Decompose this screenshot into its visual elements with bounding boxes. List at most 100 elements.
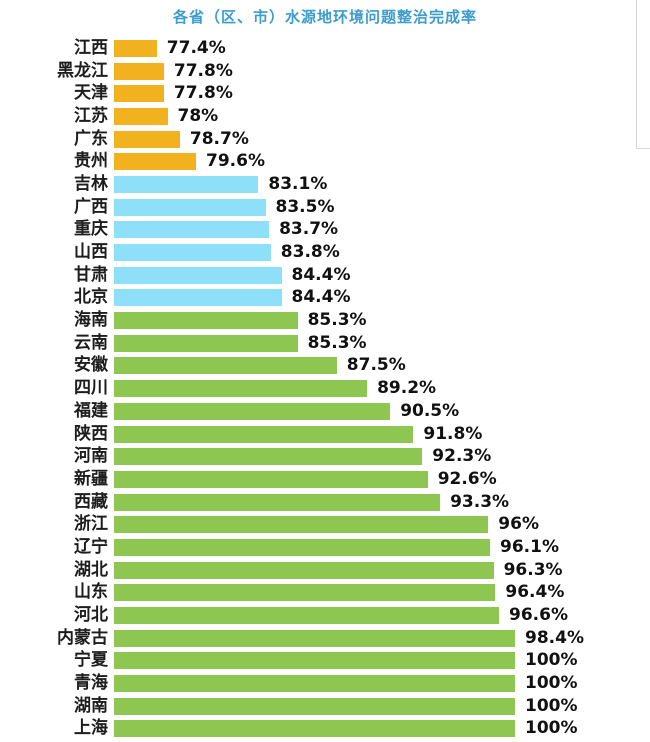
bar-track: 100% (114, 673, 650, 694)
bar-track: 79.6% (114, 151, 650, 172)
category-label: 广西 (74, 196, 108, 217)
value-label: 93.3% (450, 491, 510, 512)
bar (114, 402, 391, 420)
bar-track: 83.7% (114, 219, 650, 240)
category-label: 吉林 (74, 173, 108, 194)
chart-row: 山东 96.4% (0, 582, 650, 605)
window-border-fragment (636, 0, 650, 149)
bar (114, 175, 259, 193)
bar (114, 130, 180, 148)
chart-row: 重庆 83.7% (0, 219, 650, 242)
bar (114, 561, 494, 579)
category-label: 甘肃 (74, 264, 108, 285)
chart-row: 云南 85.3% (0, 332, 650, 355)
category-label: 山西 (74, 242, 108, 263)
category-label: 浙江 (74, 514, 108, 535)
value-label: 96.3% (503, 559, 563, 580)
value-label: 92.6% (437, 468, 497, 489)
bar (114, 334, 298, 352)
value-label: 77.8% (173, 60, 233, 81)
bar-track: 92.6% (114, 468, 650, 489)
value-label: 83.5% (275, 196, 335, 217)
bar-track: 78% (114, 105, 650, 126)
value-label: 83.8% (280, 242, 340, 263)
value-label: 96% (498, 514, 539, 535)
chart-row: 上海 100% (0, 718, 650, 741)
value-label: 77.8% (173, 83, 233, 104)
bar (114, 493, 441, 511)
category-label: 江西 (74, 37, 108, 58)
chart-row: 新疆 92.6% (0, 468, 650, 491)
chart-row: 福建 90.5% (0, 400, 650, 423)
bar (114, 221, 270, 239)
bar-track: 77.8% (114, 83, 650, 104)
value-label: 100% (525, 650, 578, 671)
category-label: 湖南 (74, 695, 108, 716)
bar-track: 90.5% (114, 402, 650, 420)
bar-track: 98.4% (114, 627, 650, 648)
bar (114, 153, 196, 171)
chart-row: 吉林 83.1% (0, 173, 650, 196)
chart-row: 山西 83.8% (0, 241, 650, 264)
bar (114, 720, 515, 738)
bar (114, 85, 164, 103)
bar (114, 107, 168, 125)
category-label: 内蒙古 (57, 627, 108, 648)
bar-track: 78.7% (114, 128, 650, 149)
bar-track: 83.5% (114, 196, 650, 217)
value-label: 78.7% (189, 128, 249, 149)
value-label: 100% (525, 718, 578, 739)
category-label: 贵州 (74, 151, 108, 172)
chart-row: 陕西 91.8% (0, 423, 650, 446)
category-label: 河北 (74, 605, 108, 626)
value-label: 83.1% (268, 173, 328, 194)
bar-chart: 江西 77.4% 黑龙江 77.8% 天津 77.8% 江苏 78% 广东 78.7% 贵州 79.6… (0, 37, 650, 740)
bar (114, 266, 282, 284)
value-label: 100% (525, 673, 578, 694)
category-label: 江苏 (74, 105, 108, 126)
category-label: 青海 (74, 673, 108, 694)
value-label: 96.1% (500, 536, 559, 557)
category-label: 安徽 (74, 355, 108, 376)
category-label: 湖北 (74, 559, 108, 580)
value-label: 79.6% (206, 151, 265, 172)
value-label: 96.6% (509, 605, 568, 626)
chart-row: 宁夏 100% (0, 650, 650, 673)
bar (114, 697, 515, 715)
chart-row: 湖北 96.3% (0, 559, 650, 582)
bar-track: 96.4% (114, 584, 650, 602)
chart-row: 黑龙江 77.8% (0, 60, 650, 83)
chart-row: 浙江 96% (0, 513, 650, 536)
value-label: 78% (177, 105, 219, 126)
chart-row: 西藏 93.3% (0, 491, 650, 514)
chart-row: 甘肃 84.4% (0, 264, 650, 287)
chart-row: 青海 100% (0, 672, 650, 695)
chart-title: 各省（区、市）水源地环境问题整治完成率 (172, 8, 477, 26)
bar-track: 96.6% (114, 605, 650, 626)
bar-track: 100% (114, 718, 650, 739)
bar-track: 84.4% (114, 266, 650, 284)
category-label: 广东 (74, 128, 108, 149)
bar-track: 87.5% (114, 357, 650, 375)
bar (114, 516, 489, 534)
value-label: 85.3% (307, 310, 367, 331)
value-label: 89.2% (377, 378, 437, 399)
bar (114, 675, 515, 693)
bar-track: 89.2% (114, 378, 650, 399)
bar-track: 83.8% (114, 242, 650, 263)
category-label: 天津 (74, 83, 108, 104)
value-label: 77.4% (166, 37, 226, 58)
category-label: 陕西 (74, 423, 108, 444)
category-label: 云南 (74, 332, 108, 353)
bar-track: 93.3% (114, 491, 650, 512)
value-label: 85.3% (307, 332, 367, 353)
category-label: 河南 (74, 446, 108, 467)
chart-row: 广西 83.5% (0, 196, 650, 219)
chart-row: 海南 85.3% (0, 309, 650, 332)
value-label: 98.4% (525, 627, 584, 648)
value-label: 92.3% (432, 446, 492, 467)
value-label: 83.7% (279, 219, 339, 240)
category-label: 重庆 (74, 219, 108, 240)
bar-track: 96.3% (114, 559, 650, 580)
